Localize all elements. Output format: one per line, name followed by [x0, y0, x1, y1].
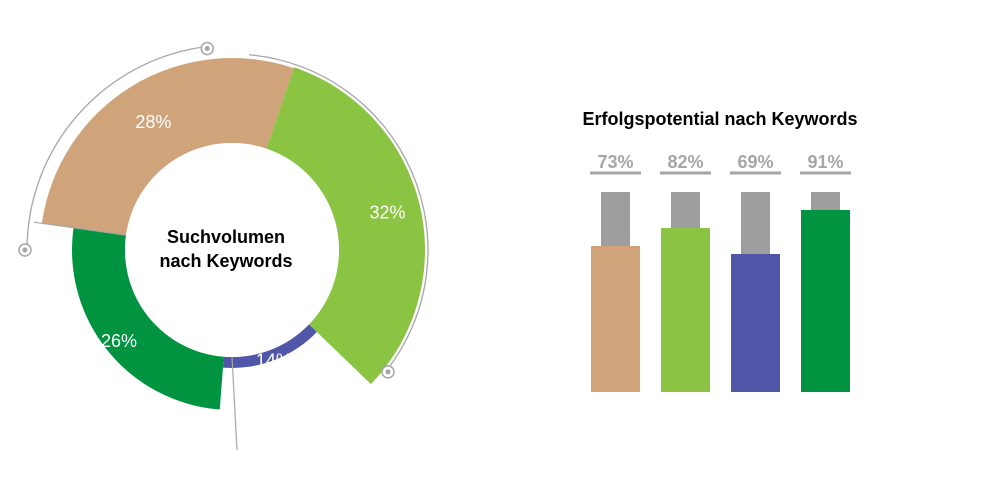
- bar-remainder-2: [671, 192, 700, 228]
- donut-center: Suchvolumen nach Keywords: [125, 143, 339, 357]
- bar-remainder-4: [811, 192, 840, 210]
- bar-value-label-1: 73%: [597, 152, 633, 172]
- donut-slice-label-3: 14%: [256, 350, 292, 370]
- donut-chart: 28% 32% 14% 26%: [18, 41, 429, 451]
- donut-leader-line: [231, 356, 238, 451]
- donut-slice-label-1: 28%: [135, 112, 171, 132]
- bar-remainder-3: [741, 192, 770, 254]
- bar-chart-title: Erfolgspotential nach Keywords: [582, 109, 857, 129]
- donut-center-label-line-2: nach Keywords: [159, 251, 292, 271]
- donut-slice-4: [72, 227, 224, 410]
- bar-2: [661, 228, 710, 392]
- bar-1: [591, 246, 640, 392]
- bar-chart: Erfolgspotential nach Keywords 73% 82% 69%…: [582, 109, 858, 392]
- donut-start-marker-line: [33, 221, 127, 236]
- donut-arc-handle-dot-2: [204, 46, 210, 52]
- bar-value-label-3: 69%: [737, 152, 773, 172]
- donut-slice-label-2: 32%: [369, 202, 405, 222]
- donut-outer-arc-1: [26, 45, 208, 251]
- donut-center-hole: [125, 143, 339, 357]
- bar-value-label-2: 82%: [667, 152, 703, 172]
- donut-outer-arc-2: [249, 54, 429, 372]
- donut-slice-2: [266, 67, 425, 385]
- donut-slice-3: [222, 324, 317, 368]
- bar-3: [731, 254, 780, 392]
- donut-arc-handle-dot-3: [385, 369, 391, 375]
- bar-value-label-4: 91%: [807, 152, 843, 172]
- donut-slice-label-4: 26%: [101, 331, 137, 351]
- donut-arc-handle-dot-1: [22, 247, 28, 253]
- bar-4: [801, 210, 850, 392]
- bar-remainder-1: [601, 192, 630, 246]
- donut-center-label-line-1: Suchvolumen: [167, 227, 285, 247]
- donut-slice-1: [41, 58, 294, 236]
